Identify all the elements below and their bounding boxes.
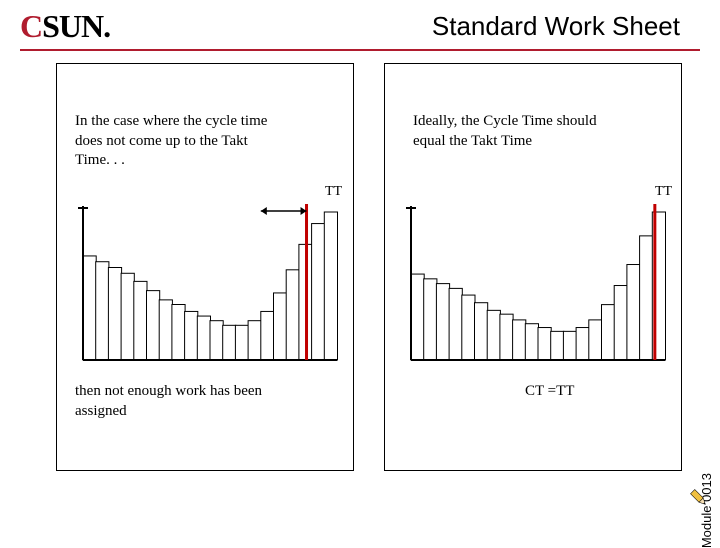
right-panel: Ideally, the Cycle Time should equal the…	[384, 63, 682, 471]
tt-label-left: TT	[325, 184, 342, 200]
left-bottom-text: then not enough work has been assigned	[75, 382, 275, 421]
tt-label-right: TT	[655, 184, 672, 200]
header-rule	[20, 49, 700, 51]
logo-sun: SUN.	[42, 8, 110, 45]
right-bottom-text: CT =TT	[525, 382, 625, 402]
left-chart	[75, 204, 345, 364]
header: CSUN. Standard Work Sheet	[0, 0, 720, 49]
logo-c: C	[20, 8, 42, 45]
content-area: In the case where the cycle time does no…	[0, 63, 720, 513]
left-top-text: In the case where the cycle time does no…	[75, 112, 275, 171]
module-label: Module 0013	[699, 473, 714, 548]
left-panel: In the case where the cycle time does no…	[56, 63, 354, 471]
right-top-text: Ideally, the Cycle Time should equal the…	[413, 112, 623, 151]
slide-title: Standard Work Sheet	[110, 11, 700, 42]
csun-logo: CSUN.	[20, 8, 110, 45]
right-chart	[403, 204, 673, 364]
pencil-icon	[688, 487, 710, 509]
